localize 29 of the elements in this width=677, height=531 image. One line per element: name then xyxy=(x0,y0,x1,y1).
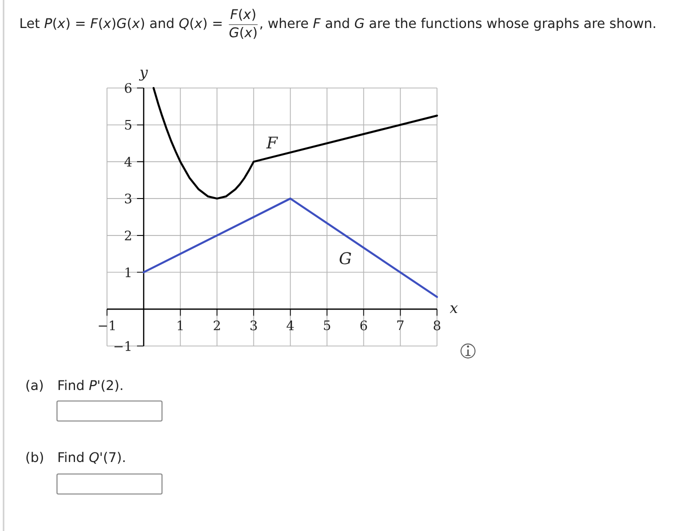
line-series xyxy=(152,86,438,200)
x-tick-label: 5 xyxy=(324,320,330,330)
text: Find P'(2). xyxy=(58,380,122,392)
x-tick-label: 7 xyxy=(397,320,404,330)
text: F(x) xyxy=(230,8,256,21)
text: G(x) xyxy=(230,27,256,39)
text: , where F and G are the functions whose graphs are shown. xyxy=(260,18,656,31)
y-axis-title: y xyxy=(138,70,148,81)
y-tick-label: 5 xyxy=(125,120,132,130)
y-tick-label: 4 xyxy=(124,156,132,167)
chart-title: Let P(x) = F(x)G(x) and Q(x) = xyxy=(20,18,222,30)
text: Find Q'(7). xyxy=(58,452,125,464)
text: (a) xyxy=(26,380,43,392)
y-tick-label: −1 xyxy=(114,341,130,351)
y-tick-label: 2 xyxy=(124,230,132,240)
y-tick-label: 6 xyxy=(124,83,132,93)
x-tick-label: 4 xyxy=(286,320,294,330)
series-label: G xyxy=(340,252,352,264)
x-tick-label: −1 xyxy=(98,320,115,330)
x-tick-label: 1 xyxy=(178,320,183,330)
x-tick-label: 8 xyxy=(434,320,440,330)
x-tick-label: 2 xyxy=(214,320,220,330)
y-tick-label: 3 xyxy=(125,194,132,204)
x-axis-title: x xyxy=(450,305,458,313)
x-tick-label: 3 xyxy=(250,320,257,330)
x-tick-label: 6 xyxy=(360,320,367,330)
series-label: F xyxy=(266,136,278,148)
text: (b) xyxy=(26,452,43,464)
y-tick-label: 1 xyxy=(126,267,130,278)
